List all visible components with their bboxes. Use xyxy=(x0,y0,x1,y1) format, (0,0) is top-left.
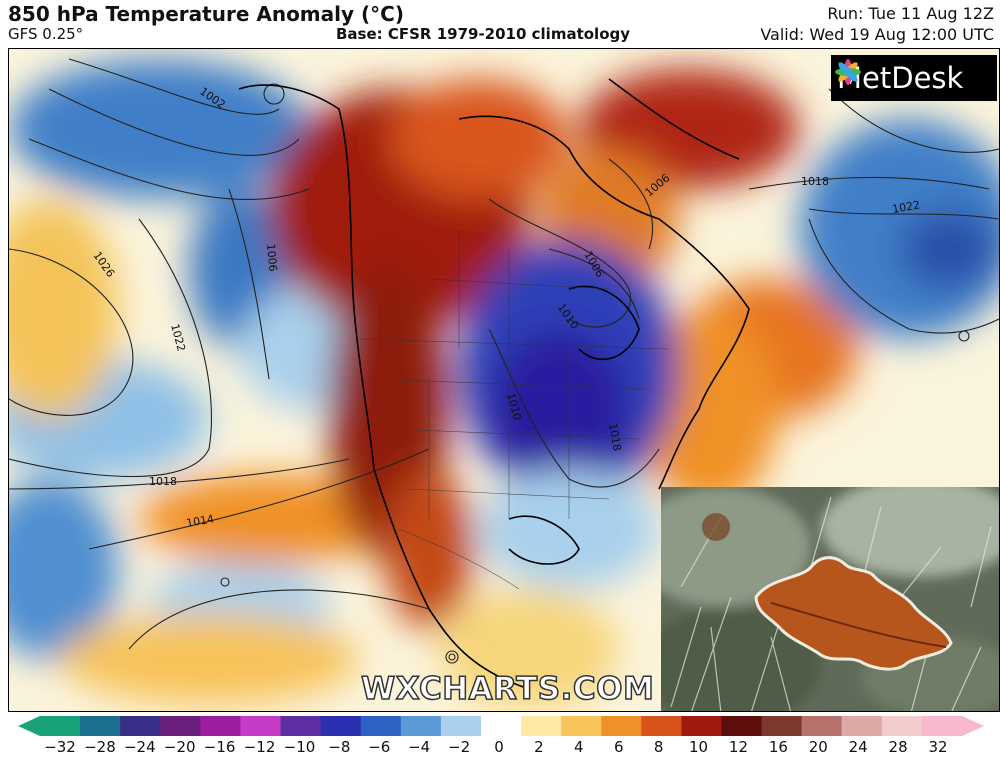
coastline-lines xyxy=(238,78,750,690)
colorbar-cell xyxy=(80,716,121,736)
colorbar-cell xyxy=(801,716,843,736)
frost-leaf-photo xyxy=(661,487,999,711)
colorbar-cell xyxy=(561,716,602,736)
metdesk-logo-text: MetDesk xyxy=(837,61,964,95)
metdesk-logo: MetDesk xyxy=(831,55,997,101)
colorbar-cells xyxy=(40,716,963,736)
colorbar-tick-label: −2 xyxy=(448,738,471,756)
border-lines xyxy=(358,229,670,590)
colorbar-cell xyxy=(841,716,883,736)
colorbar-cell xyxy=(200,716,241,736)
isobar-lines xyxy=(9,58,999,664)
colorbar-cell xyxy=(240,716,282,736)
colorbar-tick-label: −32 xyxy=(44,738,76,756)
colorbar-tick-labels: −32 −28 −24 −20 −16 −12 −10 −8 −6 −4 −2 0 2 4 6 8 10 12 16… xyxy=(0,738,1000,760)
wxcharts-watermark: WXCHARTS.COM xyxy=(360,670,655,708)
colorbar-cell xyxy=(360,716,402,736)
colorbar-tick-label: −24 xyxy=(123,738,156,756)
isobar-label: 1006 xyxy=(264,243,279,272)
model-label: GFS 0.25° xyxy=(8,25,84,43)
colorbar-cell xyxy=(280,716,322,736)
colorbar-tick-label: 12 xyxy=(728,738,748,756)
colorbar-tick-label: −20 xyxy=(163,738,196,756)
colorbar xyxy=(18,716,984,736)
map-title: 850 hPa Temperature Anomaly (°C) xyxy=(8,2,404,26)
colorbar-cell xyxy=(521,716,562,736)
colorbar-tick-label: 4 xyxy=(574,738,584,756)
colorbar-cell xyxy=(721,716,763,736)
colorbar-cell xyxy=(601,716,642,736)
isobar-label: 1018 xyxy=(149,475,177,488)
run-time-label: Run: Tue 11 Aug 12Z xyxy=(827,4,994,23)
isobar-label: 1014 xyxy=(185,512,215,530)
climatology-base-label: Base: CFSR 1979-2010 climatology xyxy=(336,25,631,43)
colorbar-tick-label: 20 xyxy=(808,738,828,756)
colorbar-tick-label: 24 xyxy=(848,738,868,756)
colorbar-tick-label: −6 xyxy=(368,738,391,756)
colorbar-tick-label: 8 xyxy=(653,738,664,756)
colorbar-tick-label: 2 xyxy=(534,738,544,756)
isobar-label: 1022 xyxy=(891,198,921,216)
colorbar-cell xyxy=(320,716,362,736)
colorbar-tick-label: −28 xyxy=(84,738,116,756)
colorbar-cell xyxy=(160,716,201,736)
metdesk-logo-icon xyxy=(835,59,861,85)
colorbar-tick-label: 28 xyxy=(888,738,908,756)
colorbar-tick-label: 0 xyxy=(494,738,504,756)
colorbar-tick-label: −10 xyxy=(283,738,316,756)
colorbar-tick-label: −16 xyxy=(203,738,236,756)
colorbar-tick-label: 16 xyxy=(768,738,788,756)
colorbar-tick-label: −12 xyxy=(243,738,276,756)
colorbar-cell xyxy=(440,716,482,736)
colorbar-right-arrow xyxy=(962,716,984,736)
colorbar-cell xyxy=(120,716,161,736)
colorbar-tick-label: 6 xyxy=(613,738,624,756)
colorbar-cell xyxy=(480,716,522,736)
colorbar-cell xyxy=(921,716,963,736)
colorbar-cell xyxy=(400,716,442,736)
isobar-label: 1018 xyxy=(801,175,829,188)
valid-time-label: Valid: Wed 19 Aug 12:00 UTC xyxy=(760,25,994,44)
colorbar-tick-label: 32 xyxy=(928,738,948,756)
chart-header: 850 hPa Temperature Anomaly (°C) GFS 0.2… xyxy=(0,0,1000,48)
colorbar-tick-label: 10 xyxy=(688,738,709,756)
colorbar-cell xyxy=(641,716,682,736)
colorbar-cell xyxy=(40,716,81,736)
isobar-label: 1018 xyxy=(606,422,624,452)
colorbar-tick-label: −8 xyxy=(328,738,351,756)
colorbar-cell xyxy=(681,716,722,736)
anomaly-map: 1002 1006 1006 1006 1010 1010 1014 1018 … xyxy=(8,48,1000,712)
anomaly-field: 1002 1006 1006 1006 1010 1010 1014 1018 … xyxy=(9,49,999,711)
colorbar-cell xyxy=(761,716,803,736)
colorbar-tick-label: −4 xyxy=(408,738,431,756)
colorbar-left-arrow xyxy=(18,716,40,736)
colorbar-cell xyxy=(881,716,923,736)
